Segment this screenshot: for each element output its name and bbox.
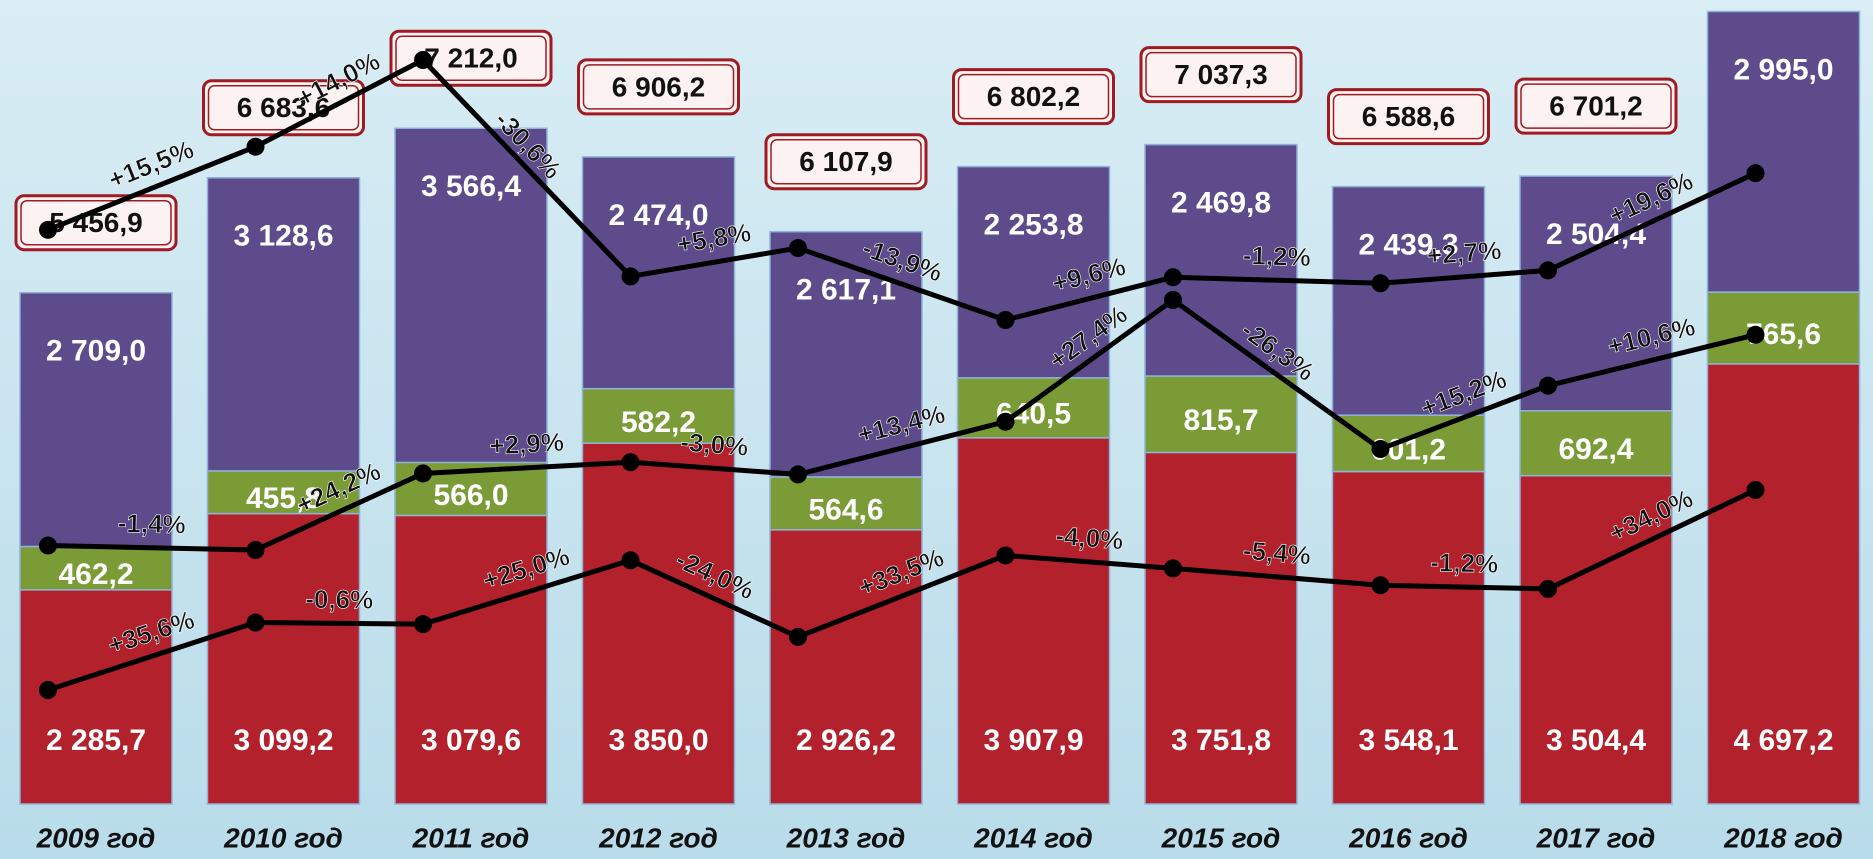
x-tick-label: 2015 год xyxy=(1161,822,1281,853)
bar-segment xyxy=(208,514,360,804)
trend-point xyxy=(247,138,265,156)
trend-point xyxy=(1372,576,1390,594)
value-label: 462,2 xyxy=(58,558,133,591)
value-label: 3 548,1 xyxy=(1358,724,1458,757)
change-label: -1,2% xyxy=(1242,240,1311,272)
trend-point xyxy=(789,239,807,257)
trend-point xyxy=(997,413,1015,431)
trend-point xyxy=(247,541,265,559)
value-label: 2 926,2 xyxy=(796,724,896,757)
value-label: 3 128,6 xyxy=(233,220,333,253)
x-tick-label: 2018 год xyxy=(1723,822,1843,853)
value-label: 3 566,4 xyxy=(421,170,521,203)
trend-point xyxy=(1747,164,1765,182)
change-label: -1,2% xyxy=(1430,547,1499,578)
total-label: 6 701,2 xyxy=(1549,90,1642,121)
trend-point xyxy=(247,614,265,632)
trend-point xyxy=(1539,377,1557,395)
change-label: -0,6% xyxy=(305,584,373,615)
trend-point xyxy=(414,464,432,482)
x-tick-label: 2011 год xyxy=(412,822,530,853)
value-label: 2 469,8 xyxy=(1171,187,1271,220)
trend-point xyxy=(39,537,57,555)
trend-point xyxy=(1747,481,1765,499)
x-tick-label: 2016 год xyxy=(1348,822,1468,853)
x-tick-label: 2013 год xyxy=(786,822,906,853)
trend-point xyxy=(1539,261,1557,279)
change-label: -4,0% xyxy=(1054,520,1124,555)
trend-point xyxy=(622,453,640,471)
trend-point xyxy=(622,551,640,569)
total-label: 6 802,2 xyxy=(987,81,1080,112)
trend-point xyxy=(39,221,57,239)
trend-point xyxy=(1164,559,1182,577)
trend-point xyxy=(1164,268,1182,286)
value-label: 2 253,8 xyxy=(983,209,1083,242)
value-label: 4 697,2 xyxy=(1733,724,1833,757)
value-label: 3 751,8 xyxy=(1171,724,1271,757)
value-label: 3 079,6 xyxy=(421,724,521,757)
change-label: +2,9% xyxy=(489,427,565,461)
trend-point xyxy=(622,267,640,285)
chart: 2 285,7462,22 709,02009 год5 456,93 099,… xyxy=(0,0,1873,859)
x-tick-label: 2014 год xyxy=(973,822,1093,853)
x-tick-label: 2010 год xyxy=(223,822,343,853)
change-label: -3,0% xyxy=(679,427,749,462)
x-tick-label: 2012 год xyxy=(598,822,718,853)
value-label: 564,6 xyxy=(808,493,883,526)
value-label: 2 709,0 xyxy=(46,335,146,368)
value-label: 2 995,0 xyxy=(1733,53,1833,86)
value-label: 2 285,7 xyxy=(46,724,146,757)
change-label: -1,4% xyxy=(118,508,187,539)
trend-point xyxy=(1372,440,1390,458)
page: 2 285,7462,22 709,02009 год5 456,93 099,… xyxy=(0,0,1873,859)
value-label: 3 907,9 xyxy=(983,724,1083,757)
value-label: 692,4 xyxy=(1558,433,1633,466)
trend-point xyxy=(39,681,57,699)
total-label: 6 906,2 xyxy=(612,71,705,102)
trend-point xyxy=(1372,274,1390,292)
total-label: 6 588,6 xyxy=(1362,101,1455,132)
value-label: 3 099,2 xyxy=(233,724,333,757)
trend-point xyxy=(1164,291,1182,309)
value-label: 3 504,4 xyxy=(1546,724,1646,757)
total-label: 7 212,0 xyxy=(424,43,517,74)
change-label: +2,7% xyxy=(1426,235,1503,271)
value-label: 566,0 xyxy=(433,479,508,512)
value-label: 815,7 xyxy=(1183,404,1258,437)
change-label: -5,4% xyxy=(1242,535,1312,570)
trend-point xyxy=(997,546,1015,564)
trend-point xyxy=(414,615,432,633)
trend-point xyxy=(997,311,1015,329)
trend-point xyxy=(1539,580,1557,598)
trend-point xyxy=(1747,326,1765,344)
trend-point xyxy=(789,628,807,646)
total-label: 7 037,3 xyxy=(1174,59,1267,90)
value-label: 3 850,0 xyxy=(608,724,708,757)
x-tick-label: 2017 год xyxy=(1536,822,1656,853)
x-tick-label: 2009 год xyxy=(36,822,156,853)
trend-point xyxy=(789,465,807,483)
total-label: 6 107,9 xyxy=(799,146,892,177)
trend-point xyxy=(414,51,432,69)
